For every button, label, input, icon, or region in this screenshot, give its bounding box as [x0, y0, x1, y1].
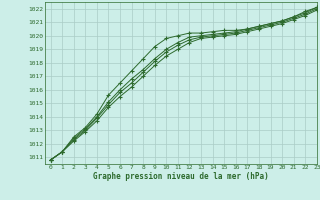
- X-axis label: Graphe pression niveau de la mer (hPa): Graphe pression niveau de la mer (hPa): [93, 172, 269, 181]
